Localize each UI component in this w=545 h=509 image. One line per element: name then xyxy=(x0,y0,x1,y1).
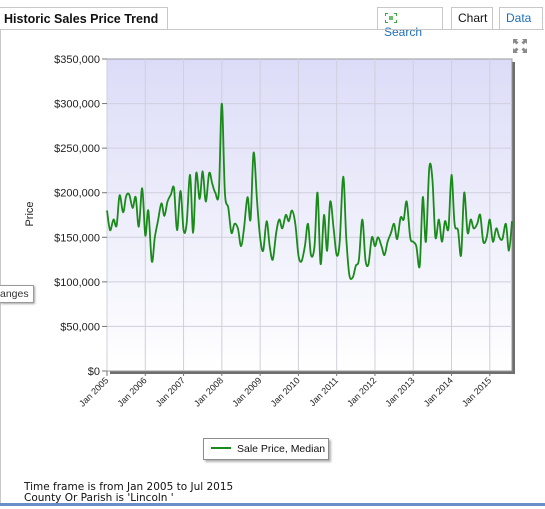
series-line-sale-price-median xyxy=(106,102,513,281)
expand-icon[interactable] xyxy=(512,38,528,54)
panel-title: Historic Sales Price Trend xyxy=(0,7,168,29)
x-tick-label: Jan 2010 xyxy=(269,375,302,408)
x-tick-label: Jan 2012 xyxy=(345,375,378,408)
chart-legend[interactable]: Sale Price, Median xyxy=(203,438,329,460)
y-tick-label: $250,000 xyxy=(54,143,100,155)
bottom-border xyxy=(0,503,545,506)
x-tick-label: Jan 2009 xyxy=(230,375,263,408)
plot-area xyxy=(106,58,513,372)
x-tick-label: Jan 2015 xyxy=(460,375,493,408)
y-tick-label: $300,000 xyxy=(54,99,100,111)
x-tick-label: Jan 2006 xyxy=(115,375,148,408)
series-layer xyxy=(106,102,513,281)
side-tab[interactable]: anges xyxy=(0,285,34,303)
legend-swatch xyxy=(211,447,231,449)
y-axis: $0 $50,000 $100,000 $150,000 $200,000 $250,00… xyxy=(54,54,107,378)
timeframe-note: Time frame is from Jan 2005 to Jul 2015 xyxy=(24,481,234,493)
x-tick-label: Jan 2011 xyxy=(307,375,340,408)
x-tick-label: Jan 2008 xyxy=(192,375,225,408)
legend-label: Sale Price, Median xyxy=(237,443,326,455)
tab-search[interactable]: Search xyxy=(377,7,443,39)
x-tick-label: Jan 2007 xyxy=(154,375,187,408)
x-tick-label: Jan 2005 xyxy=(77,375,110,408)
y-tick-label: $0 xyxy=(88,366,100,378)
tab-data[interactable]: Data xyxy=(499,7,543,29)
x-tick-label: Jan 2013 xyxy=(383,375,416,408)
y-tick-label: $350,000 xyxy=(54,54,100,66)
y-axis-label: Price xyxy=(24,201,36,226)
x-axis: Jan 2005 Jan 2006 Jan 2007 Jan 2008 Jan 2009… xyxy=(77,371,493,409)
y-tick-label: $150,000 xyxy=(54,232,100,244)
x-tick-label: Jan 2014 xyxy=(422,375,455,408)
search-icon xyxy=(385,13,397,23)
footer-notes: Time frame is from Jan 2005 to Jul 2015 … xyxy=(24,482,233,504)
y-tick-label: $100,000 xyxy=(54,277,100,289)
tab-chart-label: Chart xyxy=(458,11,488,25)
county-note: County Or Parish is 'Lincoln ' xyxy=(24,492,174,504)
tab-search-label: Search xyxy=(384,25,423,39)
tab-bar: Historic Sales Price Trend Search Chart … xyxy=(0,0,545,39)
tab-data-label: Data xyxy=(506,11,532,25)
y-tick-label: $200,000 xyxy=(54,188,100,200)
y-tick-label: $50,000 xyxy=(60,321,100,333)
tab-chart[interactable]: Chart xyxy=(451,7,493,29)
